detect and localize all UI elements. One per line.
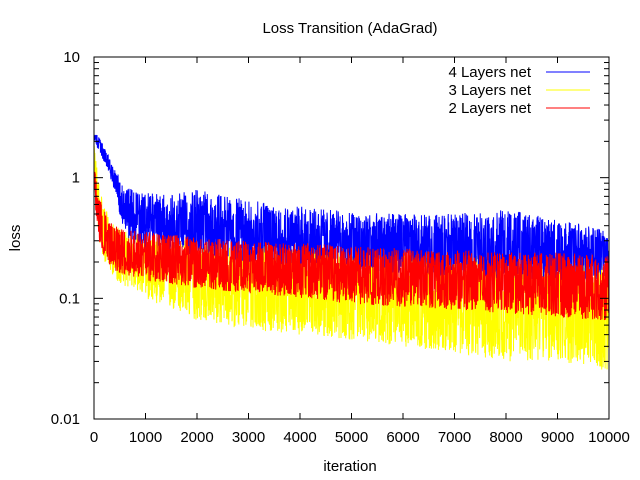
legend-label-3-layers: 3 Layers net (448, 82, 531, 99)
x-tick-label: 5000 (335, 429, 368, 446)
legend-label-4-layers: 4 Layers net (448, 64, 531, 81)
axis-layer: 0 1000 2000 3000 4000 5000 6000 7000 8000 9000 100… (51, 49, 630, 446)
y-tick-label: 1 (72, 170, 80, 187)
x-axis-label: iteration (323, 458, 376, 475)
legend-label-2-layers: 2 Layers net (448, 100, 531, 117)
x-tick-label: 2000 (180, 429, 213, 446)
series-layer (93, 133, 610, 370)
x-tick-label: 1000 (129, 429, 162, 446)
x-tick-label: 4000 (283, 429, 316, 446)
x-tick-label: 6000 (386, 429, 419, 446)
y-tick-label: 0.01 (51, 411, 80, 428)
legend: 4 Layers net 3 Layers net 2 Layers net (448, 64, 590, 117)
x-tick-label: 8000 (489, 429, 522, 446)
x-tick-label: 0 (90, 429, 98, 446)
plot-frame (93, 56, 610, 420)
x-tick-label: 7000 (438, 429, 471, 446)
y-axis-label: loss (7, 225, 24, 252)
series-line-2-layers-net (93, 171, 610, 321)
x-tick-label: 9000 (541, 429, 574, 446)
x-tick-label: 10000 (588, 429, 630, 446)
y-tick-label: 0.1 (59, 290, 80, 307)
x-tick-label: 3000 (232, 429, 265, 446)
chart-title: Loss Transition (AdaGrad) (262, 20, 437, 37)
y-tick-label: 10 (63, 49, 80, 66)
